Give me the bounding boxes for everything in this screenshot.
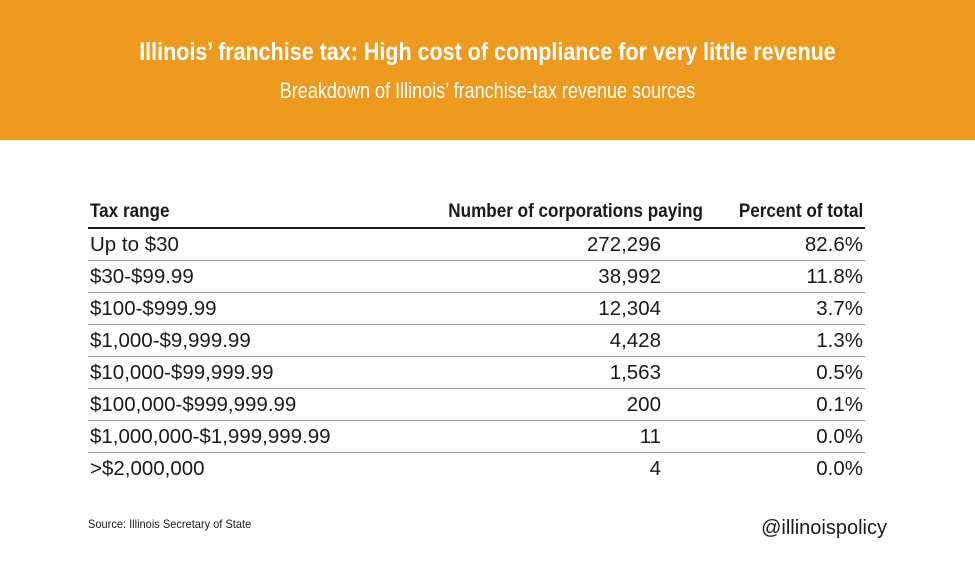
column-header-number-of-corporations: Number of corporations paying [418,196,703,229]
social-handle: @illinoispolicy [761,517,887,539]
table-row: $1,000,000-$1,999,999.99 11 0.0% [88,420,865,453]
table-row: >$2,000,000 4 0.0% [88,453,865,485]
table-row: $100-$999.99 12,304 3.7% [88,292,865,325]
corporations-count-cell: 4,428 [418,324,663,357]
percent-of-total-cell: 0.0% [663,420,865,453]
corporations-count-cell: 1,563 [418,356,663,389]
tax-range-cell: >$2,000,000 [90,456,205,480]
column-header-percent-of-total: Percent of total [663,196,865,229]
percent-of-total-cell: 0.0% [816,456,863,480]
table-header-row: Tax range Number of corporations paying … [88,196,865,229]
source-note: Source: Illinois Secretary of State [88,517,252,531]
tax-range-cell: $30-$99.99 [88,260,418,293]
table-row: $100,000-$999,999.99 200 0.1% [88,388,865,421]
corporations-count-cell: 38,992 [418,260,663,293]
percent-of-total-cell: 3.7% [663,292,865,325]
corporations-count-cell: 12,304 [418,292,663,325]
franchise-tax-table: Tax range Number of corporations paying … [88,196,865,484]
tax-range-cell: Up to $30 [88,228,418,261]
table-row: $1,000-$9,999.99 4,428 1.3% [88,324,865,357]
table-row: $10,000-$99,999.99 1,563 0.5% [88,356,865,389]
tax-range-cell: $1,000-$9,999.99 [88,324,418,357]
chart-title: Illinois’ franchise tax: High cost of co… [139,38,836,66]
corporations-count-cell: 272,296 [418,228,663,261]
tax-range-cell: $1,000,000-$1,999,999.99 [88,420,418,453]
tax-range-cell: $100,000-$999,999.99 [88,388,418,421]
corporations-count-cell: 4 [649,456,661,480]
percent-of-total-cell: 82.6% [663,228,865,261]
corporations-count-cell: 11 [418,420,663,453]
chart-subtitle: Breakdown of Illinois’ franchise-tax rev… [279,78,696,103]
table-row: $30-$99.99 38,992 11.8% [88,260,865,293]
table-row: Up to $30 272,296 82.6% [88,228,865,261]
header-banner: Illinois’ franchise tax: High cost of co… [0,0,975,140]
percent-of-total-cell: 1.3% [663,324,865,357]
tax-range-cell: $10,000-$99,999.99 [88,356,418,389]
percent-of-total-cell: 0.5% [663,356,865,389]
percent-of-total-cell: 0.1% [663,388,865,421]
tax-range-cell: $100-$999.99 [88,292,418,325]
column-header-tax-range: Tax range [88,196,418,229]
percent-of-total-cell: 11.8% [663,260,865,293]
corporations-count-cell: 200 [418,388,663,421]
